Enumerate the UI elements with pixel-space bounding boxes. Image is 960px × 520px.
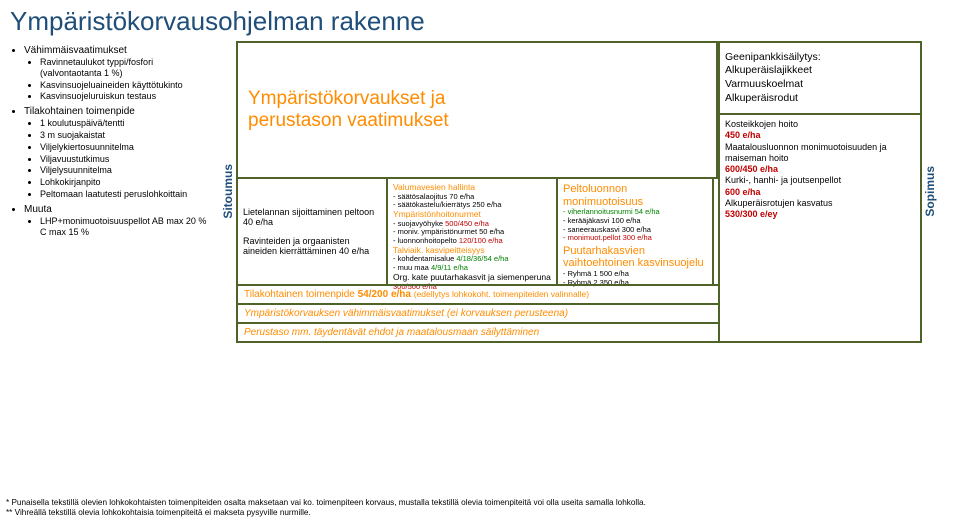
- footnote-1: * Punaisella tekstillä olevien lohkokoht…: [6, 498, 646, 508]
- lietelanta-box: Lietelannan sijoittaminen peltoon 40 e/h…: [236, 177, 388, 286]
- left-item: Viljelysuunnitelma: [40, 165, 214, 176]
- left-item: 1 koulutuspäivä/tentti: [40, 118, 214, 129]
- sitoumus-label: Sitoumus: [220, 41, 236, 341]
- footnote-2: ** Vihreällä tekstillä olevia lohkokohta…: [6, 508, 646, 518]
- sec2-head: Tilakohtainen toimenpide: [24, 106, 135, 117]
- left-item: 3 m suojakaistat: [40, 130, 214, 141]
- left-sec-2: Tilakohtainen toimenpide 1 koulutuspäivä…: [24, 106, 214, 200]
- left-item: Kasvinsuojeluruiskun testaus: [40, 91, 214, 102]
- bar-perustaso: Perustaso mm. täydentävät ehdot ja maata…: [236, 322, 720, 343]
- left-item: Viljavuustutkimus: [40, 154, 214, 165]
- valumavesi-box: Valumavesien hallinta - säätösalaojitus …: [386, 177, 558, 286]
- left-item: Peltomaan laatutesti peruslohkoittain: [40, 189, 214, 200]
- kosteikko-box: Kosteikkojen hoito 450 e/ha Maatalousluo…: [718, 113, 922, 343]
- left-item: Ravinnetaulukot typpi/fosfori (valvontao…: [40, 57, 214, 79]
- bigbox-l2: perustason vaatimukset: [248, 110, 449, 131]
- left-item: Viljelykiertosuunnitelma: [40, 142, 214, 153]
- page-title: Ympäristökorvausohjelman rakenne: [0, 0, 960, 41]
- sopimus-label: Sopimus: [922, 41, 938, 341]
- left-item: Kasvinsuojeluaineiden käyttötukinto: [40, 80, 214, 91]
- left-item: Lohkokirjanpito: [40, 177, 214, 188]
- left-item: LHP+monimuotoisuuspellot AB max 20 % C m…: [40, 216, 214, 238]
- big-header-box: Ympäristökorvaukset ja perustason vaatim…: [236, 41, 718, 179]
- geenipankki-box: Geenipankkisäilytys:AlkuperäislajikkeetV…: [718, 41, 922, 115]
- left-sec-3: Muuta LHP+monimuotoisuuspellot AB max 20…: [24, 204, 214, 238]
- sec1-head: Vähimmäisvaatimukset: [24, 45, 127, 56]
- main-layout: Vähimmäisvaatimukset Ravinnetaulukot typ…: [0, 41, 960, 341]
- left-column: Vähimmäisvaatimukset Ravinnetaulukot typ…: [0, 41, 220, 341]
- peltoluonto-box: Peltoluonnon monimuotoisuus - viherlanno…: [556, 177, 714, 286]
- right-column: Geenipankkisäilytys:AlkuperäislajikkeetV…: [718, 41, 944, 341]
- footnotes: * Punaisella tekstillä olevien lohkokoht…: [6, 498, 646, 519]
- middle-diagram: Sitoumus Ympäristökorvaukset ja perustas…: [220, 41, 718, 341]
- bar-vahimmais: Ympäristökorvauksen vähimmäisvaatimukset…: [236, 303, 720, 324]
- left-sec-1: Vähimmäisvaatimukset Ravinnetaulukot typ…: [24, 45, 214, 102]
- sec3-head: Muuta: [24, 204, 52, 215]
- bar-tilakohtainen: Tilakohtainen toimenpide 54/200 e/ha (ed…: [236, 284, 720, 305]
- bigbox-l1: Ympäristökorvaukset ja: [248, 88, 445, 109]
